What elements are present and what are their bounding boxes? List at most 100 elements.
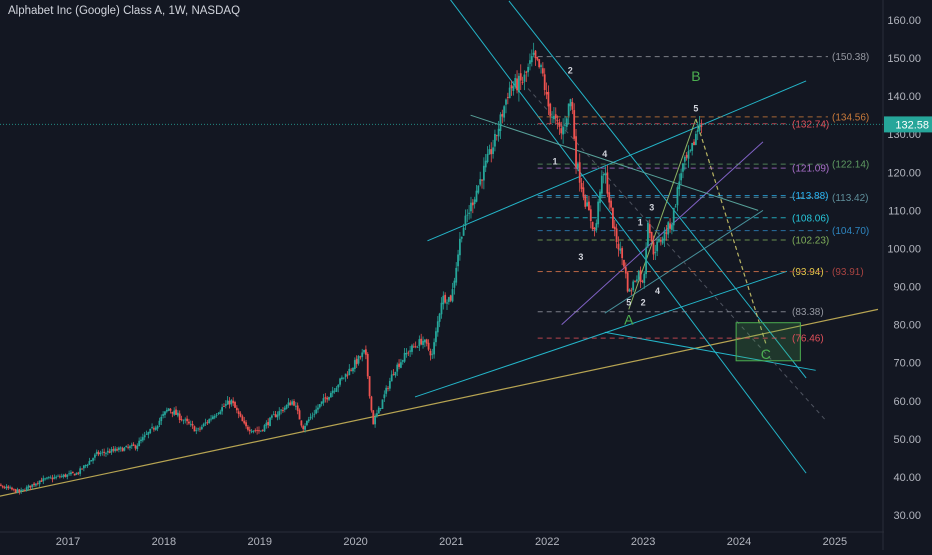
- y-tick-label: 40.00: [893, 472, 921, 484]
- candle-body: [272, 414, 275, 416]
- candle-body: [153, 428, 155, 430]
- candle-body: [44, 478, 47, 480]
- candle-body: [562, 127, 565, 135]
- candle-body: [217, 413, 220, 414]
- candle-body: [160, 416, 163, 422]
- candle-body: [468, 212, 471, 214]
- wave-a-b-path: [628, 118, 697, 310]
- candle-body: [647, 222, 649, 246]
- wave-label: 5: [626, 298, 631, 308]
- candle-body: [656, 241, 659, 252]
- candle-body: [9, 487, 12, 489]
- candle-body: [575, 136, 577, 168]
- candle-body: [632, 281, 635, 291]
- candle-body: [530, 56, 533, 63]
- candle-body: [449, 295, 452, 301]
- candle-body: [274, 414, 277, 418]
- fib-level-label: (113.42): [832, 193, 869, 204]
- candle-body: [165, 409, 168, 412]
- fib-level-label: (102.23): [792, 235, 829, 246]
- candle-body: [294, 405, 297, 407]
- candle-body: [556, 120, 559, 122]
- candle-body: [326, 397, 329, 400]
- candle-body: [648, 224, 651, 234]
- x-tick-label: 2022: [535, 536, 559, 548]
- fib-level-label: (150.38): [832, 52, 869, 63]
- support-trendline: [0, 308, 879, 497]
- wave-label: 5: [693, 103, 698, 113]
- candle-body: [211, 416, 214, 420]
- candle-body: [112, 449, 115, 451]
- candle-body: [377, 407, 380, 414]
- candle-body: [619, 248, 622, 251]
- candle-body: [693, 141, 695, 146]
- candle-body: [682, 163, 684, 172]
- candle-body: [293, 401, 295, 406]
- y-tick-label: 90.00: [893, 282, 921, 294]
- candle-body: [70, 472, 72, 475]
- candle-body: [512, 86, 515, 91]
- candle-body: [117, 447, 120, 450]
- candle-body: [121, 448, 124, 452]
- candle-body: [331, 390, 334, 394]
- candle-body: [103, 451, 106, 453]
- candle-body: [645, 247, 647, 275]
- last-price-label: 132.58: [895, 119, 929, 131]
- candle-body: [298, 410, 301, 420]
- candle-body: [687, 151, 690, 159]
- x-tick-label: 2018: [152, 536, 176, 548]
- candle-body: [289, 402, 292, 406]
- candle-body: [623, 260, 625, 267]
- candle-body: [235, 407, 238, 411]
- fib-level-label: (83.38): [792, 307, 824, 318]
- candle-body: [560, 128, 563, 134]
- candle-body: [99, 453, 102, 455]
- candle-body: [223, 406, 225, 408]
- candle-body: [23, 490, 26, 491]
- candle-body: [576, 163, 579, 168]
- y-tick-label: 80.00: [893, 320, 921, 332]
- candle-body: [20, 490, 23, 492]
- candle-body: [661, 238, 664, 244]
- candle-body: [359, 356, 362, 358]
- candle-body: [352, 367, 354, 372]
- candle-body: [573, 110, 576, 139]
- candle-body: [674, 206, 677, 208]
- candle-body: [291, 401, 294, 405]
- candle-body: [261, 429, 264, 431]
- candle-body: [652, 242, 655, 255]
- candle-body: [285, 405, 288, 409]
- candle-body: [333, 390, 336, 392]
- candle-body: [129, 446, 131, 448]
- candle-body: [300, 420, 303, 426]
- candle-body: [228, 400, 231, 405]
- candle-body: [239, 413, 242, 417]
- candle-body: [193, 426, 196, 432]
- candle-body: [247, 426, 249, 430]
- candle-body: [287, 402, 290, 406]
- candle-body: [309, 416, 312, 419]
- candle-body: [586, 202, 589, 207]
- candle-body: [569, 99, 572, 107]
- candle-body: [57, 475, 59, 477]
- candle-body: [466, 214, 469, 216]
- x-tick-label: 2020: [343, 536, 367, 548]
- candle-body: [259, 430, 262, 432]
- candle-body: [658, 238, 660, 242]
- candle-body: [457, 254, 459, 267]
- candle-body: [471, 202, 474, 206]
- candle-body: [567, 103, 570, 116]
- candle-body: [453, 280, 456, 288]
- candle-body: [324, 397, 327, 399]
- candle-body: [136, 445, 139, 450]
- candle-body: [551, 116, 553, 118]
- candle-body: [459, 238, 461, 256]
- candle-body: [446, 302, 448, 304]
- candle-body: [141, 437, 144, 441]
- candle-body: [14, 489, 17, 493]
- y-tick-label: 70.00: [893, 358, 921, 370]
- candle-body: [307, 419, 310, 422]
- candle-body: [479, 179, 482, 185]
- candle-body: [125, 445, 128, 448]
